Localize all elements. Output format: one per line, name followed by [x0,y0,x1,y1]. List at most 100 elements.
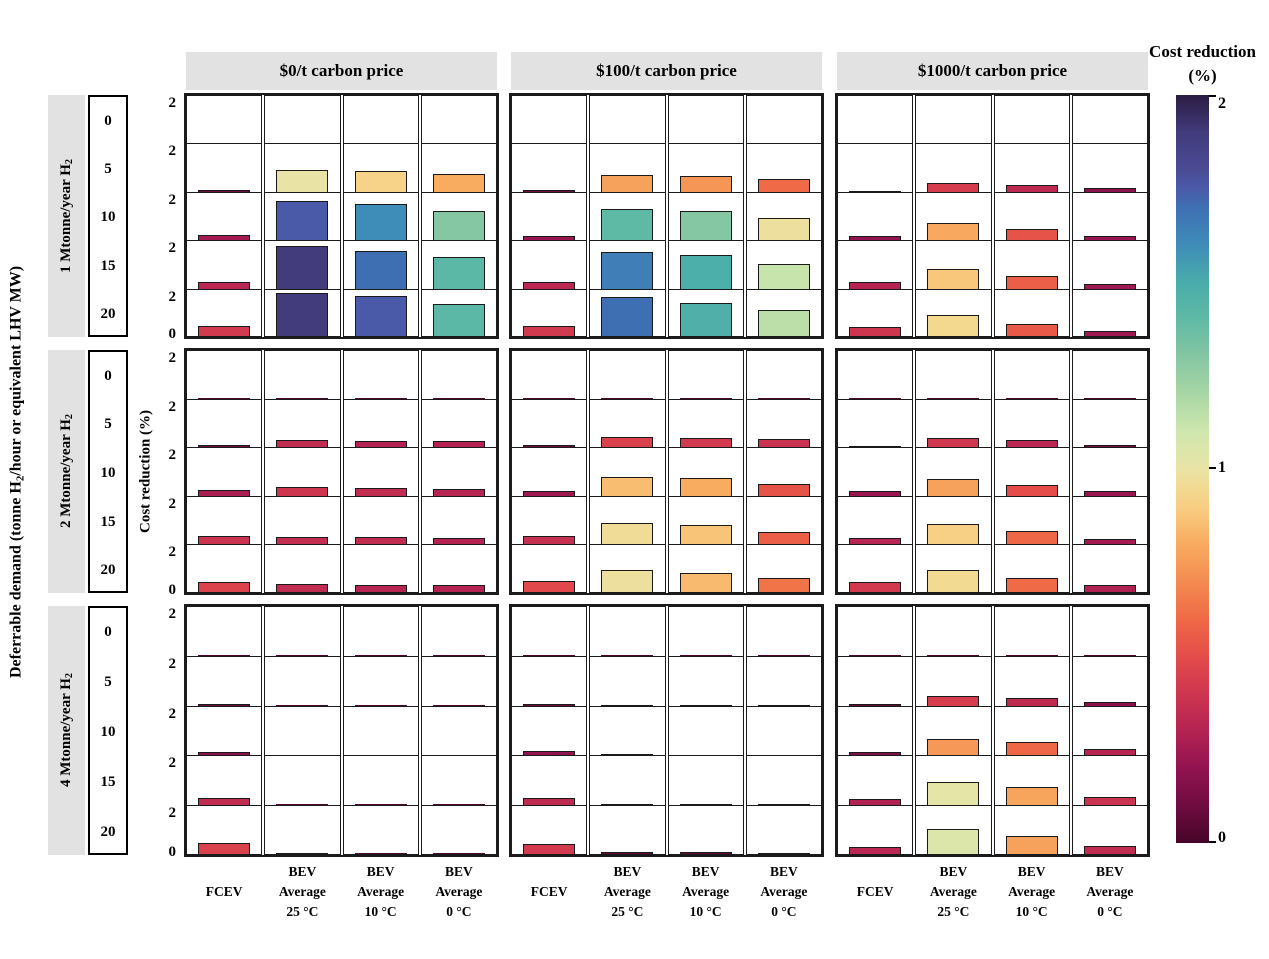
bar-value-0.22 [1083,491,1136,497]
bar-value-0.32 [1005,440,1058,448]
deferrable-tick-10: 10 [100,209,116,226]
panel-group1-price2 [835,93,1150,339]
col-header-100t-label: $100/t carbon price [596,61,737,80]
row-group-label-text: 1 Mtonne/year H2 [58,159,75,273]
bar-value-0.35 [354,488,407,497]
deferrable-tick-box-group-1: 0 5 10 15 20 [88,95,128,337]
y-tick-2: 2 [168,495,177,512]
bar-value-0.02 [849,142,902,144]
y-tick-0: 0 [168,326,177,342]
bar-value-0.35 [276,584,329,592]
cell-level10-series3 [1071,447,1148,498]
cell-level15-series3 [420,755,497,807]
y-tick-2: 2 [168,755,177,772]
bar-value-0.07 [849,190,902,193]
panel-group3-price1 [509,604,824,857]
col-header-0t-label: $0/t carbon price [279,61,404,80]
cell-level10-series2 [993,191,1070,242]
x-label-line: BEV [1095,864,1124,879]
cell-level15-series1 [264,495,341,546]
bar-value-0.48 [523,581,576,592]
x-label-line: FCEV [856,884,894,899]
x-label-line: BEV [769,864,798,879]
bar-value-0.1 [523,190,576,193]
cell-level15-series0 [186,240,263,291]
cell-level20-series3 [1071,288,1148,337]
cell-level20-series2 [342,288,419,337]
bar-value-0.02 [679,654,732,657]
cell-level10-series3 [745,705,822,757]
colorbar-tick-0: 0 [1218,829,1226,846]
deferrable-tick-box-group-2: 0 5 10 15 20 [88,350,128,593]
x-label-line: 10 °C [689,904,722,919]
cell-level10-series2 [667,447,744,498]
cell-level5-series1 [915,655,992,708]
bar-value-0.02 [276,142,329,144]
cell-level0-series3 [420,350,497,401]
cell-level15-series0 [186,495,263,546]
bar-value-1.48 [679,255,732,290]
y-tick-2: 2 [168,240,177,257]
bar-value-1.7 [601,297,654,336]
cell-level15-series2 [993,495,1070,546]
bar-value-0.1 [523,703,576,707]
cell-level0-series3 [1071,350,1148,401]
cell-level10-series1 [915,191,992,242]
cell-level5-series2 [342,143,419,194]
bar-value-0.15 [849,752,902,756]
row-group-label-1mt: 1 Mtonne/year H2 [48,95,85,337]
cell-level15-series2 [993,240,1070,291]
bar-value-1.12 [757,263,810,290]
cell-level20-series2 [667,544,744,593]
cell-level10-series1 [915,705,992,757]
cell-level10-series0 [186,705,263,757]
bar-value-0.6 [757,178,810,193]
cell-level15-series0 [511,755,588,807]
colorbar-title-line2: (%) [1188,66,1217,85]
bar-value-0.02 [276,654,329,657]
left-axis-title: Deferrable demand (tonne H2/hour or equi… [2,95,32,849]
deferrable-tick-0: 0 [104,624,112,641]
bar-value-0.02 [679,397,732,400]
bar-value-1.42 [432,256,485,290]
bar-value-0.37 [523,536,576,545]
row-group-label-3mt: 4 Mtonne/year H2 [48,606,85,855]
cell-level0-series2 [667,606,744,658]
cell-level15-series3 [420,495,497,546]
cell-level5-series1 [589,143,666,194]
cell-level0-series3 [1071,95,1148,145]
bar-value-0.02 [198,397,251,400]
bar-value-1.3 [679,211,732,241]
cell-level15-series2 [667,240,744,291]
bar-value-0.95 [927,570,980,592]
cell-level10-series3 [420,705,497,757]
bar-value-0.02 [198,142,251,144]
bar-value-0.24 [1083,330,1136,336]
cell-level0-series0 [186,606,263,658]
y-tick-2: 2 [168,288,177,305]
bar-value-0.36 [276,536,329,545]
cell-level20-series3 [745,805,822,855]
cell-level0-series2 [993,350,1070,401]
bar-value-0.18 [1083,188,1136,193]
bar-value-1.02 [927,781,980,806]
x-label-line: FCEV [205,884,243,899]
cell-level0-series1 [589,350,666,401]
x-label-bev-10 °C: BEV Average 10 °C [994,862,1070,922]
bar-value-0.02 [1083,654,1136,657]
bar-value-0.8 [432,174,485,193]
y-tick-2: 2 [168,143,177,160]
bar-value-0.24 [1083,283,1136,290]
bar-value-0.12 [1083,444,1136,448]
cell-level5-series2 [342,398,419,449]
bar-value-0.02 [354,142,407,144]
bar-value-0.42 [198,326,251,336]
y-tick-2: 2 [168,398,177,415]
colorbar-tick-mark-2 [1209,95,1216,97]
bar-value-1.7 [354,250,407,290]
cell-level0-series1 [915,95,992,145]
cell-level20-series2 [667,805,744,855]
bar-value-0.32 [523,281,576,290]
bar-value-0.94 [927,314,980,336]
bar-value-1.05 [927,829,980,854]
